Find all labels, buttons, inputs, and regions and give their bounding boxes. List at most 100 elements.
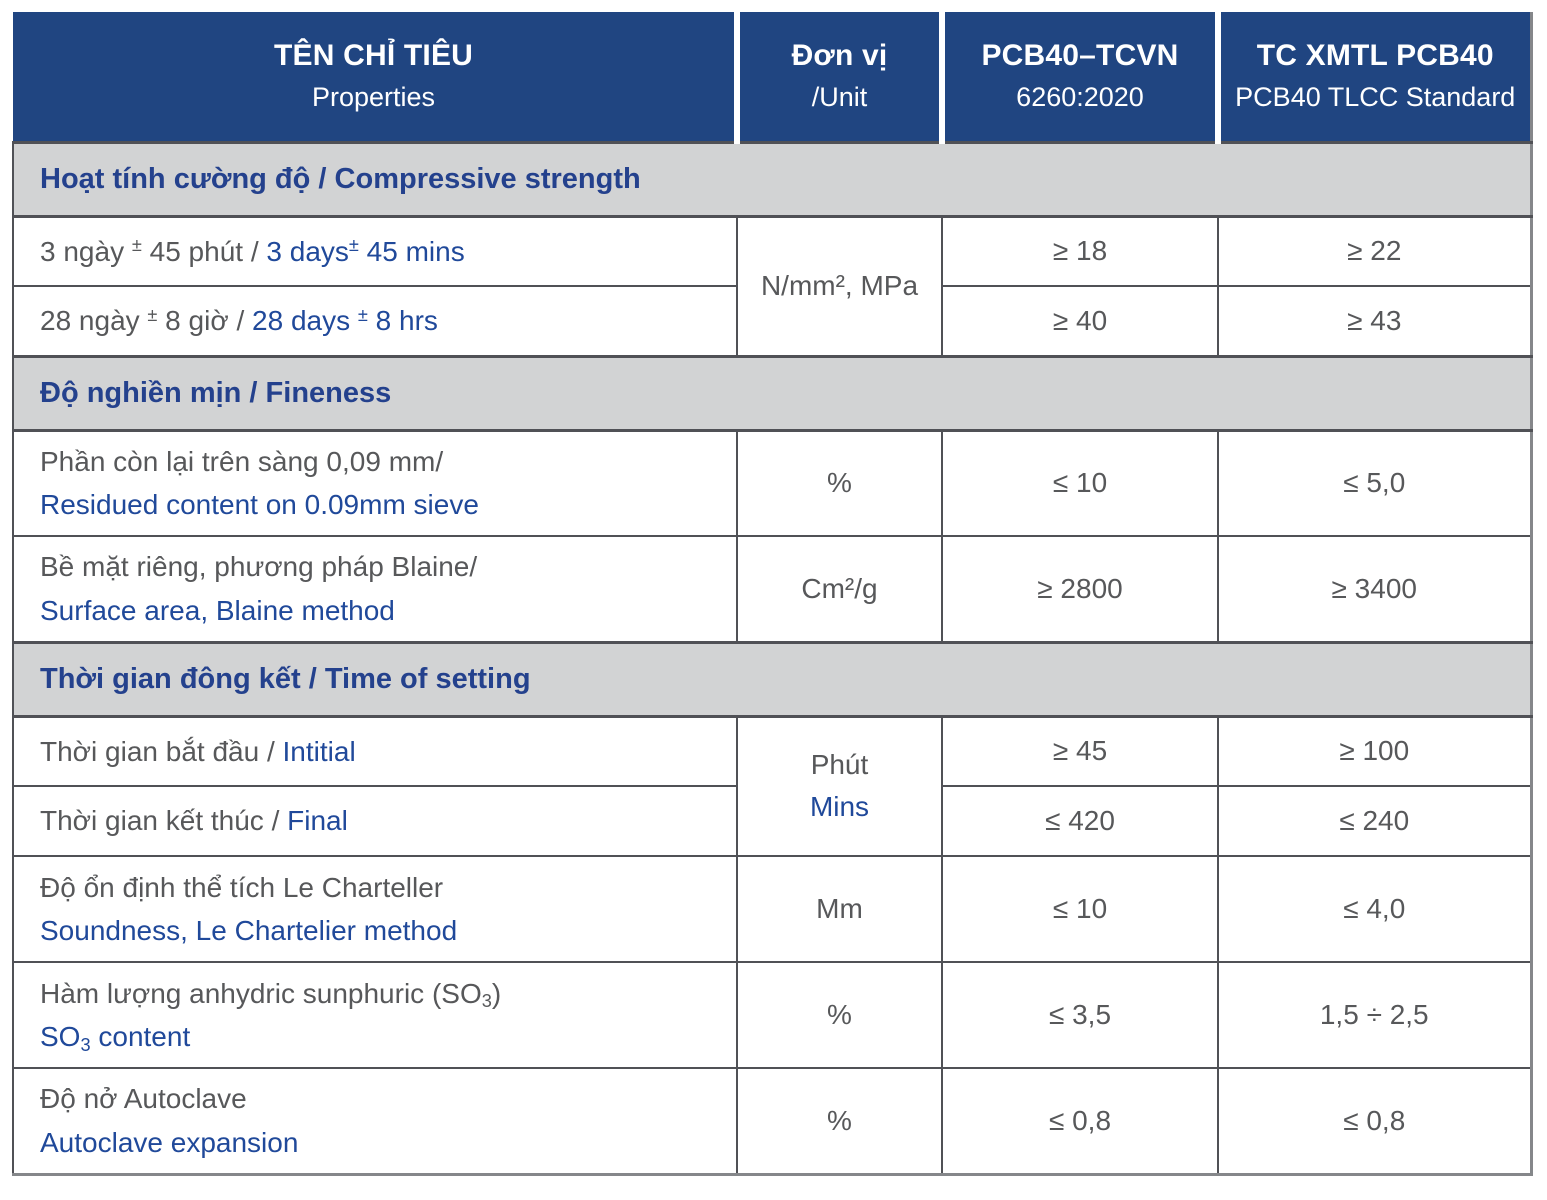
text-vietnamese: Độ nở Autoclave [40,1083,247,1115]
property-row: 3 ngày ± 45 phút / 3 days± 45 mins N/mm²,… [12,215,1532,357]
text-vietnamese: Thời gian kết thúc / [40,805,288,837]
text-vietnamese: ) [491,977,502,1009]
property-row: Thời gian kết thúc / Final ≤ 420 ≤ 240 [12,785,1532,857]
section-title: Thời gian đông kết / Time of setting [12,640,1532,718]
table-header: TÊN CHỈ TIÊU Properties Đơn vị /Unit PCB… [13,12,1531,142]
tlcc-value-cell: ≥ 43 [1217,285,1532,357]
property-name-cell: Thời gian bắt đầu / Intitial [12,715,738,787]
unit-cell: Cm²/g [736,535,943,643]
text-vietnamese: 45 phút / [141,235,267,267]
text-vietnamese: % [827,999,852,1030]
tlcc-value-cell: ≥ 3400 [1217,535,1532,643]
text-vietnamese: Độ ổn định thể tích Le Charteller [40,871,444,903]
text-vietnamese: % [827,467,852,499]
section-row: Thời gian đông kết / Time of setting [12,640,1532,718]
unit-cell: % [736,961,943,1069]
text-english: Intitial [282,735,356,767]
text-english: Mins [809,791,870,823]
property-name-cell: Độ ổn định thể tích Le Charteller Soundne… [12,855,738,963]
text-english: 3 [80,1034,91,1055]
text-vietnamese: Thời gian bắt đầu / [40,735,283,767]
text-vietnamese: Phần còn lại trên sàng 0,09 mm/ [40,445,444,477]
property-row: Hàm lượng anhydric sunphuric (SO3) SO3 co… [12,961,1532,1069]
tcvn-value-cell: ≤ 420 [941,785,1219,857]
unit-cell: % [736,429,943,537]
unit-cell: N/mm², MPa [736,215,943,357]
unit-cell: Phút Mins [736,715,943,857]
text-vietnamese: ± [131,235,142,256]
text-english: ± [348,235,359,256]
text-vietnamese: 3 [481,991,492,1012]
property-row: Độ nở Autoclave Autoclave expansion% ≤ 0,8… [12,1067,1532,1175]
tcvn-value-cell: ≤ 10 [941,855,1219,963]
text-english: 8 hrs [367,305,438,337]
property-name-cell: 3 ngày ± 45 phút / 3 days± 45 mins [12,215,738,287]
text-english: 28 days [252,305,358,337]
property-row: Phần còn lại trên sàng 0,09 mm/Residued … [12,429,1532,537]
text-vietnamese: ± [147,304,158,325]
tcvn-value-cell: ≤ 10 [941,429,1219,537]
tlcc-value-cell: ≤ 240 [1217,785,1532,857]
col-header-unit-en: /Unit [811,82,868,113]
tcvn-value-cell: ≥ 40 [941,285,1219,357]
tcvn-value-cell: ≥ 2800 [941,535,1219,643]
tcvn-value-cell: ≥ 18 [941,215,1219,287]
section-title: Hoạt tính cường độ / Compressive strengt… [12,140,1532,218]
text-english: Surface area, Blaine method [40,594,395,626]
property-name-cell: Bề mặt riêng, phương pháp Blaine/Surface… [12,535,738,643]
text-vietnamese: 3 ngày [40,235,132,267]
text-vietnamese: Phút [810,749,869,781]
tlcc-value-cell: ≤ 4,0 [1217,855,1532,963]
tlcc-value-cell: ≤ 5,0 [1217,429,1532,537]
text-vietnamese: Bề mặt riêng, phương pháp Blaine/ [40,551,478,583]
col-header-tcvn-code: 6260:2020 [1016,82,1144,113]
property-name-cell: Thời gian kết thúc / Final [12,785,738,857]
cement-spec-table: TÊN CHỈ TIÊU Properties Đơn vị /Unit PCB… [12,12,1533,1176]
tlcc-value-cell: ≤ 0,8 [1217,1067,1532,1175]
text-english: 3 days [266,235,349,267]
section-title: Độ nghiền mịn / Fineness [12,354,1532,432]
property-name-cell: Độ nở Autoclave Autoclave expansion [12,1067,738,1175]
text-english: Residued content on 0.09mm sieve [40,489,479,521]
col-header-tlcc-name: TC XMTL PCB40 [1256,39,1494,73]
text-vietnamese: Hàm lượng anhydric sunphuric (SO [40,977,482,1009]
text-vietnamese: Cm²/g [801,572,878,604]
col-header-properties-vi: TÊN CHỈ TIÊU [273,39,474,73]
property-name-cell: Phần còn lại trên sàng 0,09 mm/Residued … [12,429,738,537]
col-header-tcvn: PCB40–TCVN 6260:2020 [939,12,1218,142]
col-header-tcvn-name: PCB40–TCVN [981,39,1179,73]
text-english: 45 mins [358,235,465,267]
text-english: SO [40,1021,81,1052]
property-name-cell: 28 ngày ± 8 giờ / 28 days ± 8 hrs [12,285,738,357]
property-row: 28 ngày ± 8 giờ / 28 days ± 8 hrs ≥ 40 ≥ 4… [12,285,1532,357]
col-header-tlcc: TC XMTL PCB40 PCB40 TLCC Standard [1215,12,1531,142]
text-vietnamese: 8 giờ / [157,305,253,337]
text-english: content [90,1021,191,1052]
property-name-cell: Hàm lượng anhydric sunphuric (SO3) SO3 co… [12,961,738,1069]
tlcc-value-cell: ≥ 22 [1217,215,1532,287]
text-english: Soundness, Le Chartelier method [40,915,458,946]
col-header-unit: Đơn vị /Unit [734,12,942,142]
text-vietnamese: Mm [816,893,863,924]
text-english: Final [287,805,348,837]
text-english: Autoclave expansion [40,1126,299,1158]
property-row: Độ ổn định thể tích Le Charteller Soundne… [12,855,1532,963]
tlcc-value-cell: 1,5 ÷ 2,5 [1217,961,1532,1069]
col-header-properties-en: Properties [311,82,436,113]
property-row: Thời gian bắt đầu / Intitial Phút Mins ≥ 45… [12,715,1532,857]
section-row: Độ nghiền mịn / Fineness [12,354,1532,432]
text-vietnamese: N/mm², MPa [760,270,919,301]
text-english: ± [357,304,368,325]
col-header-unit-vi: Đơn vị [791,39,888,73]
header-row: TÊN CHỈ TIÊU Properties Đơn vị /Unit PCB… [13,12,1531,142]
col-header-tlcc-desc: PCB40 TLCC Standard [1235,82,1516,113]
unit-cell: Mm [736,855,943,963]
tlcc-value-cell: ≥ 100 [1217,715,1532,787]
unit-cell: % [736,1067,943,1175]
property-row: Bề mặt riêng, phương pháp Blaine/Surface… [12,535,1532,643]
table-body: Hoạt tính cường độ / Compressive strengt… [12,140,1532,1175]
col-header-properties: TÊN CHỈ TIÊU Properties [13,12,737,142]
text-vietnamese: 28 ngày [40,305,148,337]
tcvn-value-cell: ≤ 3,5 [941,961,1219,1069]
